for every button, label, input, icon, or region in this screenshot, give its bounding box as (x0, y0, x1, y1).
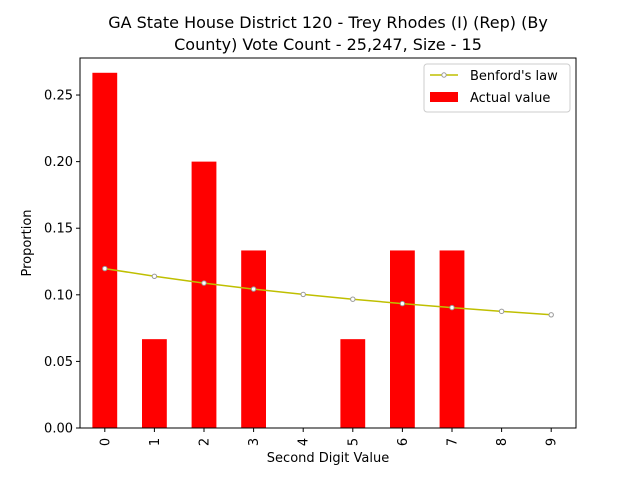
bar-6 (390, 250, 415, 428)
chart-title-line-2: County) Vote Count - 25,247, Size - 15 (174, 35, 482, 54)
bar-1 (142, 339, 167, 428)
bar-0 (92, 72, 118, 428)
y-tick-label: 0.05 (44, 355, 73, 370)
benford-point (300, 291, 306, 298)
y-tick-label: 0.25 (44, 89, 73, 104)
benford-line-group (102, 265, 554, 318)
legend-box (423, 63, 571, 113)
x-tick-label: 0 (98, 438, 113, 446)
y-tick-label: 0.10 (44, 288, 73, 303)
bar-5 (340, 339, 366, 428)
legend: Benford's law Actual value (423, 63, 571, 113)
bar-7 (439, 250, 465, 428)
bars-group (92, 72, 465, 428)
bar-3 (241, 250, 266, 428)
benford-point (250, 286, 257, 292)
x-ticks-group: 0 1 2 3 4 5 6 7 8 9 (98, 428, 560, 446)
legend-line-marker (441, 72, 447, 78)
benford-point (449, 304, 455, 311)
x-tick-label: 7 (446, 438, 461, 446)
x-tick-label: 8 (495, 438, 510, 446)
benford-point (151, 273, 158, 279)
legend-label-benford: Benford's law (470, 69, 558, 84)
y-tick-label: 0.20 (44, 155, 73, 170)
x-tick-label: 5 (346, 438, 361, 446)
x-tick-label: 6 (396, 438, 411, 446)
x-tick-label: 3 (247, 438, 262, 446)
y-ticks-group: 0.00 0.05 0.10 0.15 0.20 0.25 (44, 89, 80, 437)
bar-2 (191, 161, 217, 428)
plot-frame (79, 57, 577, 429)
y-axis-label: Proportion (20, 209, 35, 276)
legend-label-actual: Actual value (470, 91, 550, 106)
chart-title-line-1: GA State House District 120 - Trey Rhode… (108, 13, 548, 32)
x-tick-label: 1 (148, 438, 163, 446)
x-tick-label: 9 (545, 438, 560, 446)
benford-point (102, 265, 108, 272)
benford-point (498, 308, 505, 315)
benford-line (104, 267, 552, 316)
x-axis-label: Second Digit Value (267, 451, 389, 466)
y-tick-label: 0.15 (44, 222, 73, 237)
benford-point (548, 312, 554, 318)
y-tick-label: 0.00 (44, 422, 73, 437)
x-tick-label: 2 (198, 438, 213, 446)
x-tick-label: 4 (297, 438, 312, 446)
benford-point (201, 280, 207, 286)
benford-point (350, 296, 356, 302)
benford-point (399, 300, 406, 307)
legend-bar-swatch (430, 92, 458, 102)
